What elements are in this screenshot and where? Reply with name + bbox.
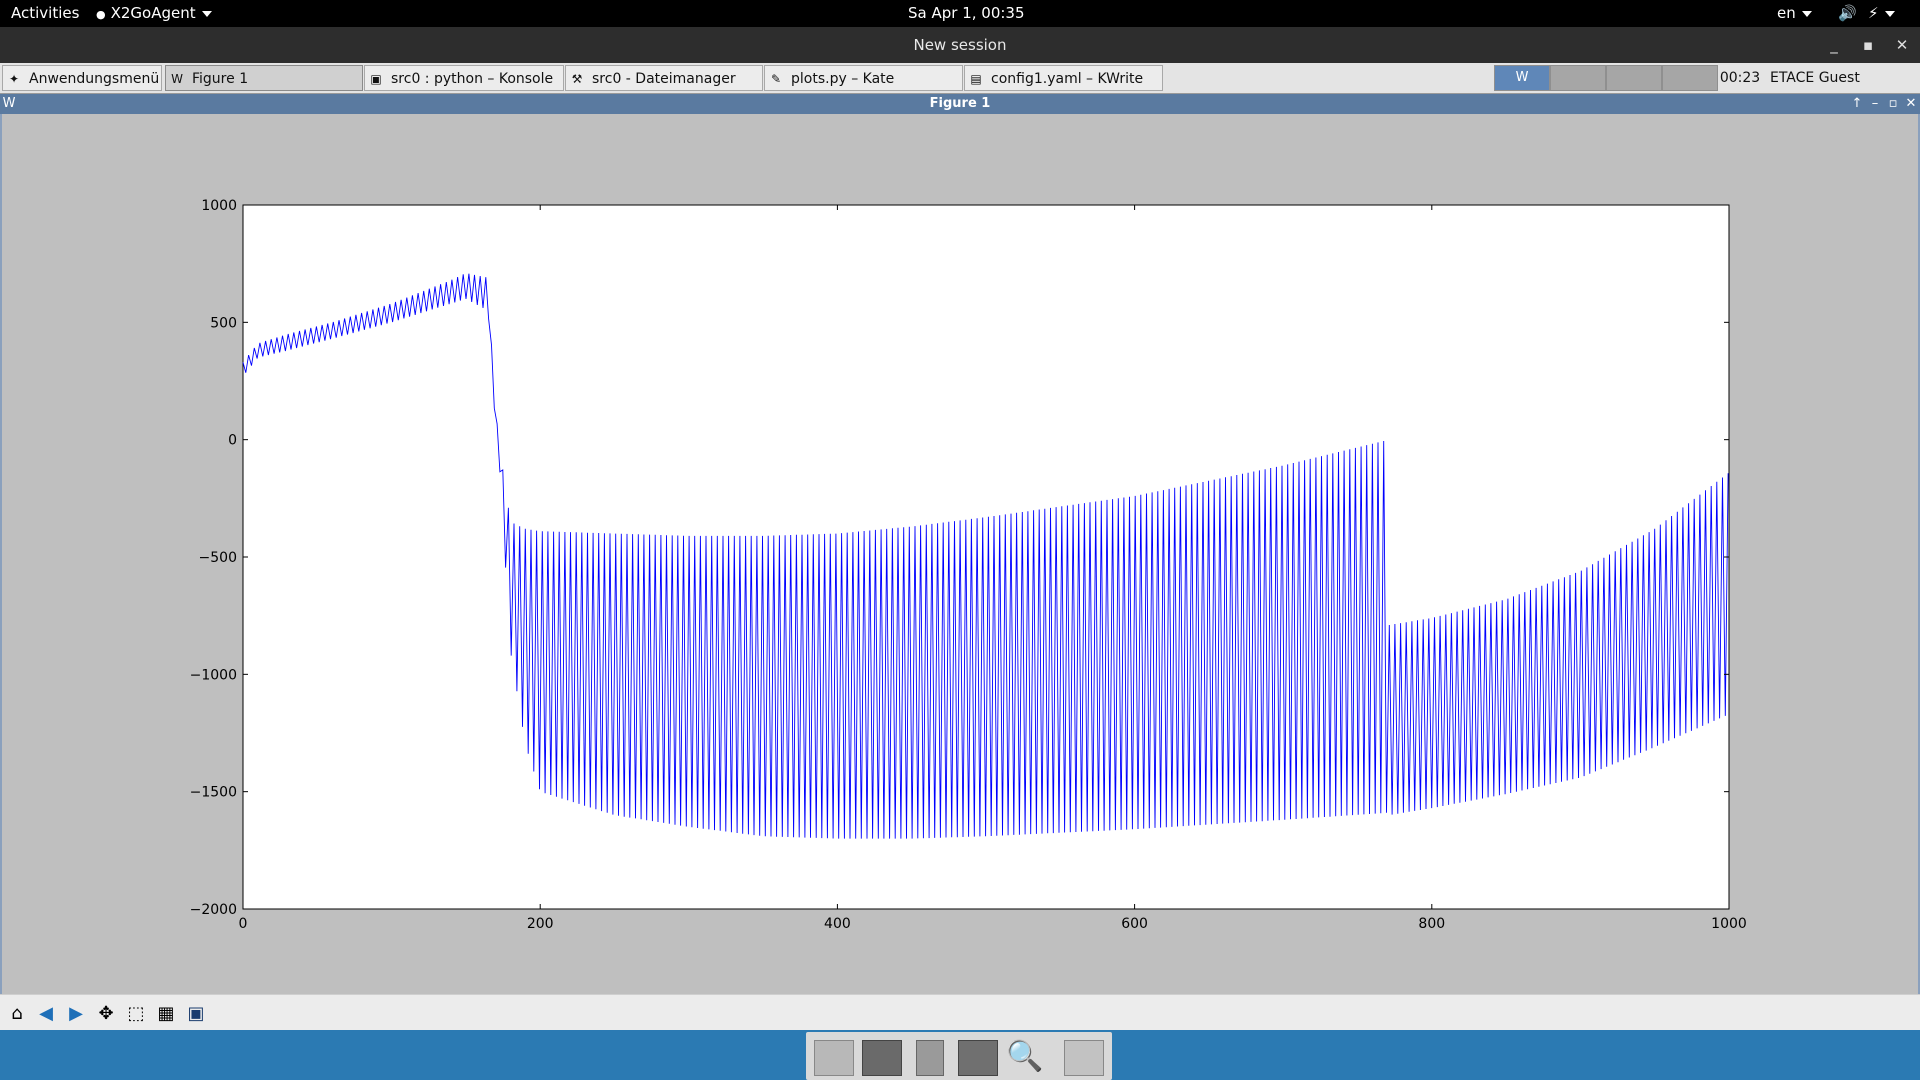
y-tick-label: −1500 — [190, 785, 237, 801]
task-label: Figure 1 — [192, 71, 249, 87]
figure-window-icon[interactable]: W — [2, 96, 16, 111]
app-menu-label: X2GoAgent — [110, 4, 196, 22]
pager-desktop-1[interactable]: W — [1494, 65, 1550, 91]
session-titlebar: New session _ ▪ ✕ — [0, 27, 1920, 63]
minimize-button[interactable]: _ — [1830, 36, 1838, 54]
series-group — [242, 273, 1729, 839]
chevron-down-icon — [1884, 10, 1895, 17]
volume-icon[interactable]: 🔊 — [1838, 4, 1857, 22]
configure-subplots-icon[interactable]: ▦ — [157, 1003, 175, 1024]
activities-button[interactable]: Activities — [11, 4, 80, 22]
task-label: config1.yaml – KWrite — [991, 71, 1144, 87]
home-icon[interactable]: ⌂ — [11, 1003, 23, 1024]
task-label: src0 : python – Konsole — [391, 71, 554, 87]
application-menu-button[interactable]: ✦ Anwendungsmenü — [2, 65, 162, 91]
y-tick-label: 1000 — [201, 198, 237, 214]
taskbar-clock[interactable]: 00:23 — [1719, 70, 1761, 86]
x-tick-label: 800 — [1418, 916, 1445, 932]
x-tick-label: 0 — [239, 916, 248, 932]
task-dateimanager[interactable]: ⚒ src0 - Dateimanager — [565, 65, 763, 91]
y-tick-label: 500 — [210, 315, 237, 331]
zoom-icon[interactable]: ⬚ — [127, 1003, 145, 1024]
x-tick-label: 1000 — [1711, 916, 1747, 932]
terminal-icon: ▣ — [370, 72, 382, 86]
session-title: New session — [913, 36, 1007, 54]
dock-launchers: 🔍 — [806, 1032, 1112, 1080]
figure-title: Figure 1 — [929, 96, 991, 111]
folder-icon[interactable] — [814, 1040, 854, 1076]
language-selector[interactable]: en — [1777, 0, 1812, 27]
clock-datetime[interactable]: Sa Apr 1, 00:35 — [908, 4, 1025, 22]
x-tick-label: 400 — [824, 916, 851, 932]
figure-minimize-button[interactable]: – — [1871, 96, 1879, 111]
figure-icon: W — [1515, 70, 1529, 85]
figure-maximize-button[interactable]: ▫ — [1888, 96, 1898, 111]
kde-menu-icon: ✦ — [8, 72, 20, 86]
x-tick-label: 600 — [1121, 916, 1148, 932]
task-label: src0 - Dateimanager — [592, 71, 736, 87]
ticks-group: 0 200 400 600 800 1000 1000 500 0 −500 −1000 −1500 −… — [190, 198, 1747, 932]
display-icon[interactable] — [958, 1040, 998, 1076]
terminal-launcher-icon[interactable] — [862, 1040, 902, 1076]
search-icon[interactable]: 🔍 — [1006, 1039, 1044, 1074]
taskbar: ✦ Anwendungsmenü W Figure 1 ▣ src0 : python… — [0, 63, 1920, 112]
pager-desktop-2[interactable] — [1550, 65, 1606, 91]
chevron-down-icon — [1801, 10, 1812, 17]
archive-icon[interactable] — [916, 1040, 944, 1076]
close-button[interactable]: ✕ — [1895, 36, 1909, 54]
y-tick-label: −2000 — [190, 902, 237, 918]
task-kate[interactable]: ✎ plots.py – Kate — [764, 65, 963, 91]
save-icon[interactable]: ▣ — [187, 1003, 205, 1024]
account-label[interactable]: ETACE Guest Account — [1770, 70, 1860, 112]
figure-titlebar: Figure 1 W ↑ – ▫ ✕ — [0, 94, 1920, 114]
app-menu-button[interactable]: ● X2GoAgent — [96, 0, 212, 27]
pager-desktop-4[interactable] — [1662, 65, 1718, 91]
y-tick-label: 0 — [228, 433, 237, 449]
folder-icon[interactable] — [1064, 1040, 1104, 1076]
task-figure-1[interactable]: W Figure 1 — [165, 65, 363, 91]
y-tick-label: −500 — [199, 550, 237, 566]
x2go-icon: ● — [96, 8, 106, 21]
figure-canvas[interactable]: 0 200 400 600 800 1000 1000 500 0 −500 −1000 −1500 −… — [0, 114, 1920, 994]
figure-icon: W — [171, 72, 183, 86]
language-label: en — [1777, 4, 1796, 22]
text-editor-icon: ✎ — [770, 72, 782, 86]
task-konsole[interactable]: ▣ src0 : python – Konsole — [364, 65, 564, 91]
pan-icon[interactable]: ✥ — [98, 1003, 114, 1024]
file-manager-icon: ⚒ — [571, 72, 583, 86]
power-icon[interactable]: ⚡ — [1868, 0, 1895, 27]
y-tick-label: −1000 — [190, 667, 237, 683]
forward-arrow-icon[interactable]: ▶ — [69, 1003, 83, 1024]
keep-above-button[interactable]: ↑ — [1851, 96, 1863, 111]
back-arrow-icon[interactable]: ◀ — [39, 1003, 53, 1024]
document-icon: ▤ — [970, 72, 982, 86]
task-label: plots.py – Kate — [791, 71, 895, 87]
figure-toolbar: ⌂ ◀ ▶ ✥ ⬚ ▦ ▣ — [0, 994, 1920, 1031]
top-bar: Activities ● X2GoAgent Sa Apr 1, 00:35 en… — [0, 0, 1920, 27]
maximize-button[interactable]: ▪ — [1862, 36, 1874, 54]
line-chart: 0 200 400 600 800 1000 1000 500 0 −500 −1000 −1500 −… — [190, 198, 1747, 932]
application-menu-label: Anwendungsmenü — [29, 71, 160, 87]
pager-desktop-3[interactable] — [1606, 65, 1662, 91]
chevron-down-icon — [201, 10, 212, 17]
series-line — [242, 273, 1729, 839]
figure-close-button[interactable]: ✕ — [1905, 96, 1917, 111]
x-tick-label: 200 — [527, 916, 554, 932]
task-kwrite[interactable]: ▤ config1.yaml – KWrite — [964, 65, 1163, 91]
